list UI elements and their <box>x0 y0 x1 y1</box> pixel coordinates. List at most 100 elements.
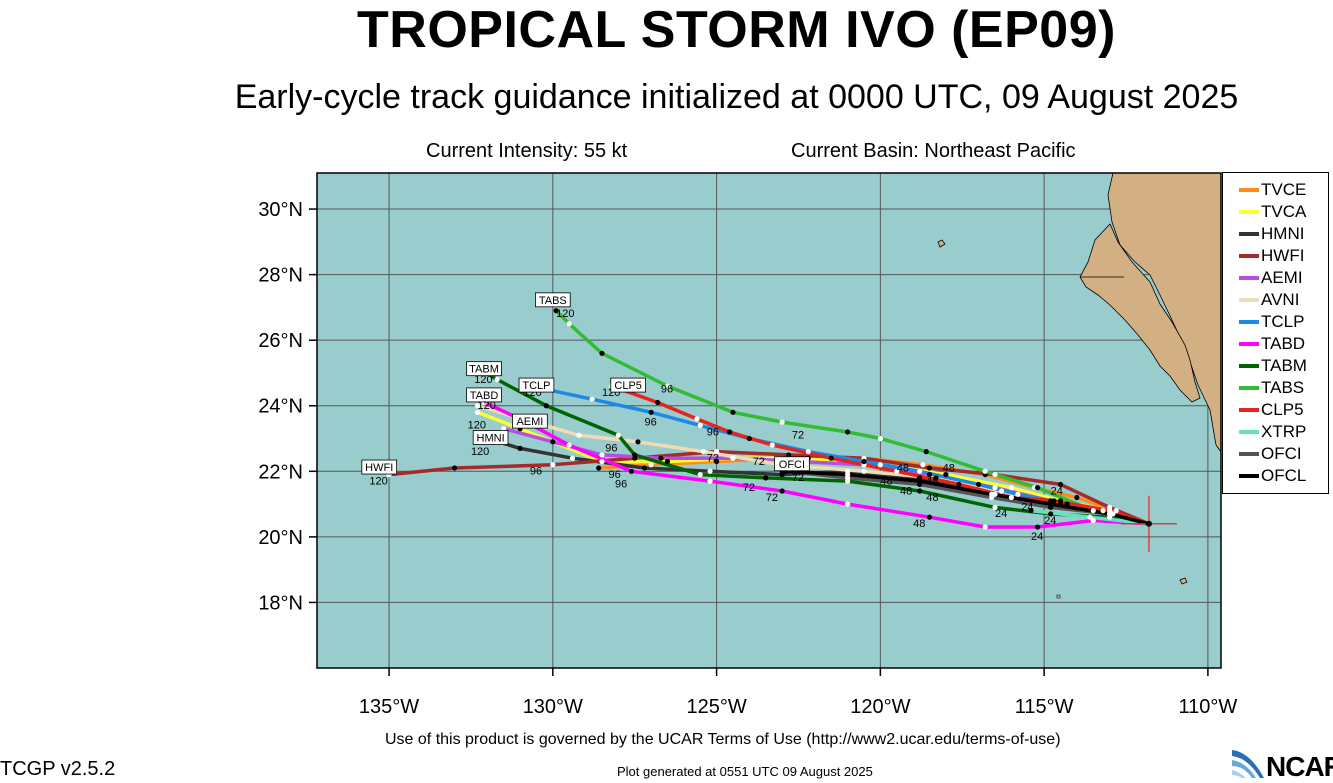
track-point <box>494 376 500 383</box>
track-point <box>655 399 661 406</box>
track-point <box>632 452 638 458</box>
forecast-hour-label: 72 <box>792 430 804 442</box>
track-point <box>599 350 605 356</box>
track-point <box>926 465 933 471</box>
forecast-hour-label: 96 <box>615 479 627 491</box>
forecast-hour-label: 72 <box>792 472 804 484</box>
track-point <box>1015 491 1021 497</box>
track-point <box>1048 501 1054 507</box>
forecast-hour-label: 72 <box>707 452 719 464</box>
track-point <box>992 504 998 510</box>
lon-tick-label: 115°W <box>1015 696 1074 718</box>
lon-tick-label: 110°W <box>1179 696 1238 718</box>
legend-label: OFCL <box>1261 466 1307 485</box>
forecast-hour-label: 24 <box>1021 502 1033 514</box>
track-point <box>713 458 720 465</box>
track-point <box>664 383 671 389</box>
model-end-label: TABD <box>470 390 499 402</box>
track-point <box>861 458 867 465</box>
legend-swatch <box>1239 254 1259 258</box>
forecast-hour-label: 96 <box>609 469 621 481</box>
forecast-hour-label: 96 <box>530 466 542 478</box>
forecast-hour-label: 96 <box>645 416 657 428</box>
lat-tick-label: 26°N <box>258 330 303 352</box>
lat-tick-label: 22°N <box>258 461 303 483</box>
forecast-hour-label: 24 <box>1051 485 1063 497</box>
model-end-label: TABS <box>539 295 567 307</box>
legend-label: TABM <box>1261 356 1307 375</box>
track-point <box>845 501 851 507</box>
model-end-label: TCLP <box>522 380 550 392</box>
forecast-hour-label: 72 <box>753 456 765 468</box>
legend-label: HMNI <box>1261 224 1305 243</box>
legend-swatch <box>1239 408 1259 412</box>
track-point <box>1090 508 1096 514</box>
legend-label: TABD <box>1261 334 1306 353</box>
model-end-labels: TABS TABM TCLP CLP5 TABD AEMI HMNI HWFI OFCI <box>361 292 810 475</box>
track-point <box>779 488 785 494</box>
model-label-box <box>610 377 646 393</box>
forecast-hour-label: 72 <box>766 492 778 504</box>
legend-swatch <box>1239 276 1259 280</box>
current-basin: Current Basin: Northeast Pacific <box>791 140 1076 162</box>
legend-swatch <box>1239 342 1259 346</box>
track-point <box>992 471 998 478</box>
legend-label: TCLP <box>1261 312 1305 331</box>
track-point <box>596 465 602 471</box>
legend-label: CLP5 <box>1261 400 1304 419</box>
legend-label: XTRP <box>1261 422 1307 441</box>
legend-label: HWFI <box>1261 246 1305 265</box>
lat-tick-label: 30°N <box>258 199 303 221</box>
lat-tick-label: 18°N <box>258 592 303 614</box>
track-point <box>982 524 988 530</box>
forecast-hour-label: 48 <box>943 462 955 474</box>
forecast-hour-label: 120 <box>477 400 495 412</box>
legend-swatch <box>1239 430 1259 434</box>
forecast-hour-label: 48 <box>913 518 925 530</box>
track-point <box>713 449 720 455</box>
legend-swatch <box>1239 364 1259 368</box>
legend-swatch <box>1239 210 1259 214</box>
track-point <box>917 468 923 474</box>
legend-swatch <box>1239 386 1259 390</box>
model-label-box <box>361 459 398 475</box>
track-point <box>769 442 775 448</box>
forecast-hour-label: 96 <box>605 443 617 455</box>
track-point <box>1051 498 1057 504</box>
lat-tick-label: 28°N <box>258 265 303 287</box>
track-point <box>550 439 556 445</box>
track-point <box>1107 511 1113 517</box>
track-point <box>628 468 635 474</box>
track-point <box>926 471 933 478</box>
model-label-box <box>535 292 571 308</box>
track-point <box>730 409 736 415</box>
legend-swatch <box>1239 188 1259 192</box>
track-point <box>474 403 481 409</box>
forecast-hour-label: 96 <box>707 426 719 438</box>
legend-swatch <box>1239 320 1259 324</box>
legend-swatch <box>1239 474 1259 478</box>
track-point <box>746 435 752 442</box>
legend-label: TVCE <box>1261 180 1307 199</box>
track-point <box>451 465 458 471</box>
current-intensity: Current Intensity: 55 kt <box>426 140 628 162</box>
track-point <box>707 478 713 484</box>
track-point <box>998 488 1005 494</box>
lon-tick-label: 130°W <box>523 696 583 718</box>
track-point <box>1048 511 1054 517</box>
legend-label: OFCI <box>1261 444 1302 463</box>
model-label-box <box>774 456 810 472</box>
track-point <box>1008 485 1014 491</box>
model-label-box <box>466 361 502 377</box>
storm-center <box>1145 520 1152 527</box>
track-point <box>1100 508 1106 514</box>
model-end-label: OFCI <box>779 459 805 471</box>
track-point <box>989 491 995 497</box>
track-point <box>779 419 785 425</box>
ncar-logo-text: NCAR <box>1266 751 1333 782</box>
forecast-hour-label: 120 <box>556 308 574 320</box>
track-point <box>517 445 523 451</box>
track-point <box>845 429 851 435</box>
model-label-box <box>512 413 548 429</box>
track-point <box>664 458 671 465</box>
